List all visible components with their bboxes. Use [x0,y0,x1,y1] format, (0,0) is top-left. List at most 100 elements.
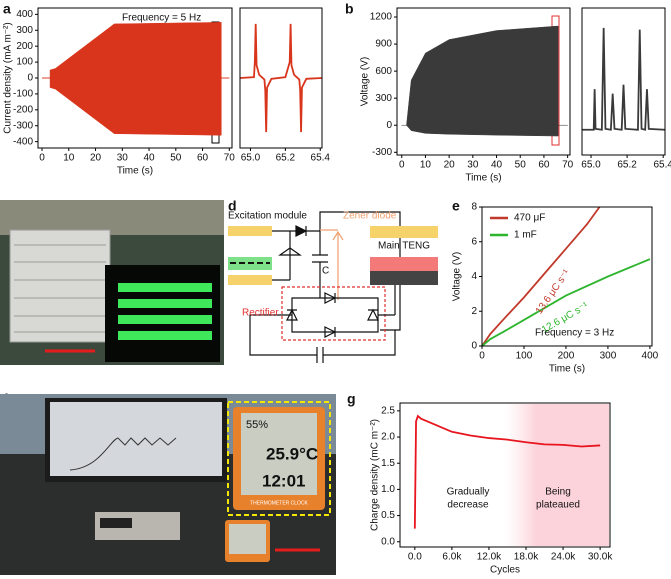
x-tick-label: 70 [562,160,574,171]
x-tick-label: 0 [39,153,45,164]
x-tick-label: 0 [399,160,405,171]
y-axis-label: Voltage (V) [360,57,371,106]
x-tick-label: 10 [63,153,75,164]
y-tick-label: 300 [375,93,392,104]
y-tick-label: 1.5 [381,458,395,469]
line [582,27,666,131]
led-rows [118,283,212,340]
diagram-label: Zener diode [343,211,397,222]
y-tick-label: 0 [471,341,477,352]
x-tick-label: 30 [117,153,129,164]
legend-label: 470 μF [514,213,545,224]
y-tick-label: 0 [27,73,33,84]
plot-frame [239,7,323,149]
photo-f [0,394,336,575]
x-tick-label: 12.0k [477,552,502,563]
area [42,77,230,136]
x-tick-label: 20 [90,153,102,164]
y-tick-label: 300 [16,25,33,36]
annotation: Being [545,487,571,498]
annotation: decrease [447,500,489,511]
zoom-box [227,401,331,516]
brand-text: THERMOMETER CLOCK [250,500,308,506]
y-tick-label: 2.5 [381,405,395,416]
plateau-band [505,404,609,546]
plot-frame [399,402,611,548]
y-tick-label: 4 [471,271,477,282]
y-tick-label: 100 [16,57,33,68]
area [401,25,568,126]
x-tick-label: 100 [516,351,533,362]
x-tick-label: 40 [491,160,503,171]
line [481,258,651,347]
diagram-label: Main TENG [378,241,430,252]
y-tick-label: 8 [471,202,477,213]
line [413,414,601,529]
x-tick-label: 0.0 [408,552,422,563]
x-axis-label: Cycles [490,565,520,576]
x-tick-label: 60 [197,153,209,164]
area [401,124,568,137]
x-tick-label: 65.4 [311,153,331,164]
annotation: Frequency = 3 Hz [535,328,614,339]
lcd-small [229,524,266,554]
lcd-text: 25.9°C [266,444,318,463]
y-tick-label: 400 [16,9,33,20]
x-tick-label: 30 [467,160,479,171]
x-tick-label: 50 [170,153,182,164]
y-tick-label: 2.0 [381,432,395,443]
lcd [241,413,317,495]
y-tick-label: 0 [386,120,392,131]
line [481,206,601,347]
y-tick-label: 6 [471,236,477,247]
y-tick-label: -300 [372,147,392,158]
x-tick-label: 6.0k [442,552,462,563]
lcd-text: 12:01 [262,471,305,490]
x-tick-label: 65.4 [653,160,671,171]
plot-frame [396,7,571,156]
x-tick-label: 400 [642,351,659,362]
x-tick-label: 18.0k [514,552,539,563]
screen-curve [69,437,177,471]
x-tick-label: 20 [444,160,456,171]
annotation: 13.6 μC s⁻¹ [534,267,573,316]
y-tick-label: -100 [13,89,33,100]
y-tick-label: 900 [375,39,392,50]
panel-label: g [347,391,356,407]
circuit [228,211,438,363]
rack-rows [14,244,106,333]
y-tick-label: 600 [375,66,392,77]
led-rack [9,229,111,343]
y-tick-label: 0.0 [381,536,395,547]
x-tick-label: 65.2 [276,153,296,164]
y-tick-label: 200 [16,41,33,52]
y-axis-label: Charge density (mC m⁻²) [370,419,381,531]
x-tick-label: 30.0k [588,552,613,563]
y-tick-label: 1.0 [381,484,395,495]
x-tick-label: 40 [143,153,155,164]
screen [50,402,222,476]
x-tick-label: 60 [538,160,550,171]
y-tick-label: 1200 [370,12,393,23]
instrument-display [100,518,132,528]
plot-frame [581,7,666,156]
annotation: Frequency = 5 Hz [122,13,201,24]
y-tick-label: -300 [13,120,33,131]
annotation: plateaued [536,500,580,511]
y-tick-label: 0.5 [381,510,395,521]
diagram-label: C [322,266,329,277]
x-tick-label: 50 [515,160,527,171]
diagram-label: Excitation module [228,211,307,222]
y-axis-label: Current density (mA m⁻²) [3,22,14,133]
y-tick-label: -400 [13,136,33,147]
x-tick-label: 0 [479,351,485,362]
x-tick-label: 65.2 [617,160,637,171]
lcd-text: 55% [246,419,268,431]
x-tick-label: 10 [420,160,432,171]
legend-label: 1 mF [514,230,537,241]
x-axis-label: Time (s) [117,166,153,177]
photo-bg [0,200,224,235]
photo-c [0,200,224,365]
line [239,23,323,133]
